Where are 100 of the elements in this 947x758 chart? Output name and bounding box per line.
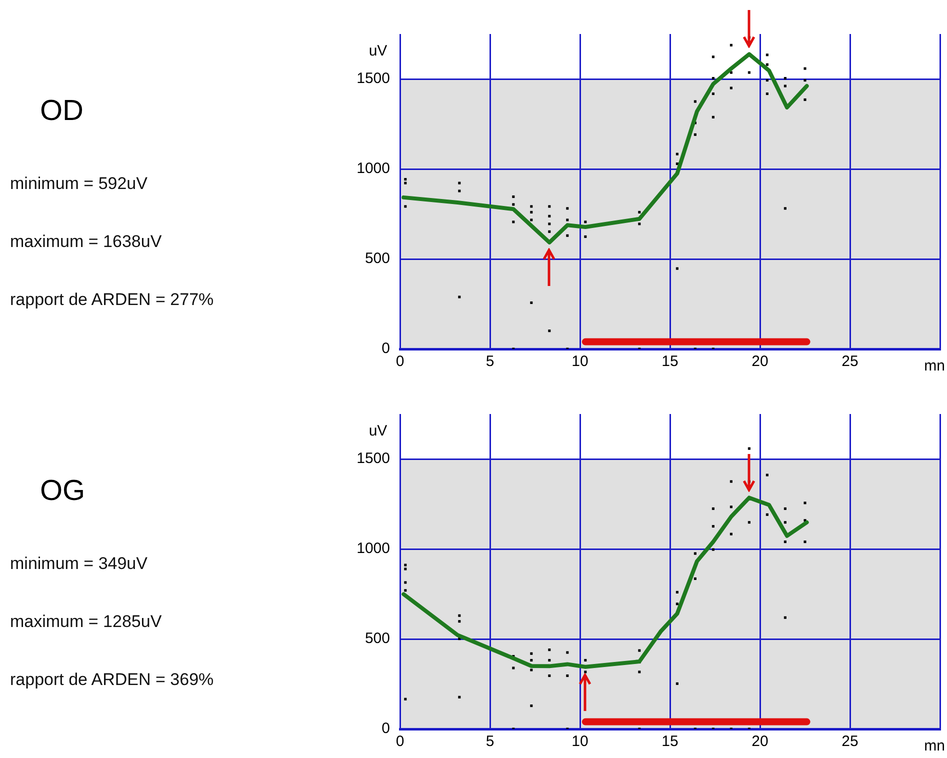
point xyxy=(766,54,768,56)
point xyxy=(458,182,461,184)
point xyxy=(748,71,750,74)
point xyxy=(404,581,407,584)
point xyxy=(784,521,786,524)
text: rapport de ARDEN = 277% xyxy=(10,290,214,310)
point xyxy=(584,658,587,662)
point xyxy=(458,190,461,192)
point xyxy=(548,205,551,208)
point xyxy=(584,670,587,674)
point xyxy=(766,63,768,66)
y-axis-title: uV xyxy=(368,422,388,440)
y-tick-label: 1000 xyxy=(356,160,390,178)
point xyxy=(530,704,533,708)
point xyxy=(730,480,732,483)
point xyxy=(458,696,461,698)
point xyxy=(548,214,551,218)
x-tick-label: 20 xyxy=(752,733,768,750)
point xyxy=(784,77,786,80)
point xyxy=(566,674,569,677)
point xyxy=(676,590,678,594)
point xyxy=(766,513,768,516)
point xyxy=(804,540,806,544)
point xyxy=(694,100,696,103)
point xyxy=(548,222,551,226)
point xyxy=(548,330,551,332)
x-tick-label: 0 xyxy=(396,353,404,370)
point xyxy=(748,521,750,524)
point xyxy=(784,207,786,210)
point xyxy=(548,648,551,652)
point xyxy=(694,552,696,555)
text: rapport de ARDEN = 369% xyxy=(10,670,214,690)
point xyxy=(730,44,732,46)
point xyxy=(712,77,714,80)
point xyxy=(712,507,714,510)
point xyxy=(712,56,714,58)
point xyxy=(404,589,407,592)
point xyxy=(530,218,533,222)
point xyxy=(512,666,515,670)
y-tick-label: 500 xyxy=(364,250,390,268)
y-tick-label: 500 xyxy=(364,630,390,648)
point xyxy=(804,98,806,101)
point xyxy=(712,92,714,96)
point xyxy=(530,652,533,655)
point xyxy=(730,532,732,536)
point xyxy=(676,602,678,606)
point xyxy=(548,230,551,233)
point xyxy=(638,649,641,652)
point xyxy=(530,301,533,304)
x-tick-label: 25 xyxy=(842,353,858,370)
text: OG xyxy=(40,475,86,508)
point xyxy=(676,267,678,270)
point xyxy=(404,182,407,184)
point xyxy=(584,235,587,238)
point xyxy=(766,78,768,82)
point xyxy=(784,507,786,510)
point xyxy=(694,577,696,580)
x-tick-label: 25 xyxy=(842,733,858,750)
point xyxy=(784,84,786,88)
point xyxy=(566,234,569,237)
point xyxy=(512,203,515,206)
point xyxy=(748,447,750,450)
x-tick-label: 5 xyxy=(486,353,494,370)
point xyxy=(566,218,569,222)
text: minimum = 349uV xyxy=(10,554,148,574)
point xyxy=(712,116,714,118)
point xyxy=(694,133,696,136)
point xyxy=(404,205,407,208)
point xyxy=(530,658,533,662)
point xyxy=(804,67,806,70)
x-tick-label: 0 xyxy=(396,733,404,750)
point xyxy=(458,614,461,617)
point xyxy=(548,674,551,677)
point xyxy=(548,658,551,662)
y-tick-label: 1500 xyxy=(356,70,390,88)
point xyxy=(512,195,515,198)
point xyxy=(512,220,515,224)
x-tick-label: 20 xyxy=(752,353,768,370)
point xyxy=(530,668,533,672)
point xyxy=(766,92,768,96)
point xyxy=(530,205,533,208)
point xyxy=(404,568,407,570)
x-tick-label: 15 xyxy=(662,353,678,370)
point xyxy=(784,616,786,619)
point xyxy=(730,86,732,90)
x-tick-label: 10 xyxy=(572,733,588,750)
text: maximum = 1285uV xyxy=(10,612,162,632)
x-tick-label: 15 xyxy=(662,733,678,750)
point xyxy=(458,620,461,623)
point xyxy=(404,564,407,566)
point xyxy=(712,525,714,528)
text: maximum = 1638uV xyxy=(10,232,162,252)
point xyxy=(712,548,714,551)
point xyxy=(566,651,569,654)
x-tick-label: 5 xyxy=(486,733,494,750)
point xyxy=(530,210,533,214)
point xyxy=(766,474,768,476)
x-tick-label: 10 xyxy=(572,353,588,370)
point xyxy=(784,540,786,544)
x-axis-title: mn xyxy=(924,358,945,375)
